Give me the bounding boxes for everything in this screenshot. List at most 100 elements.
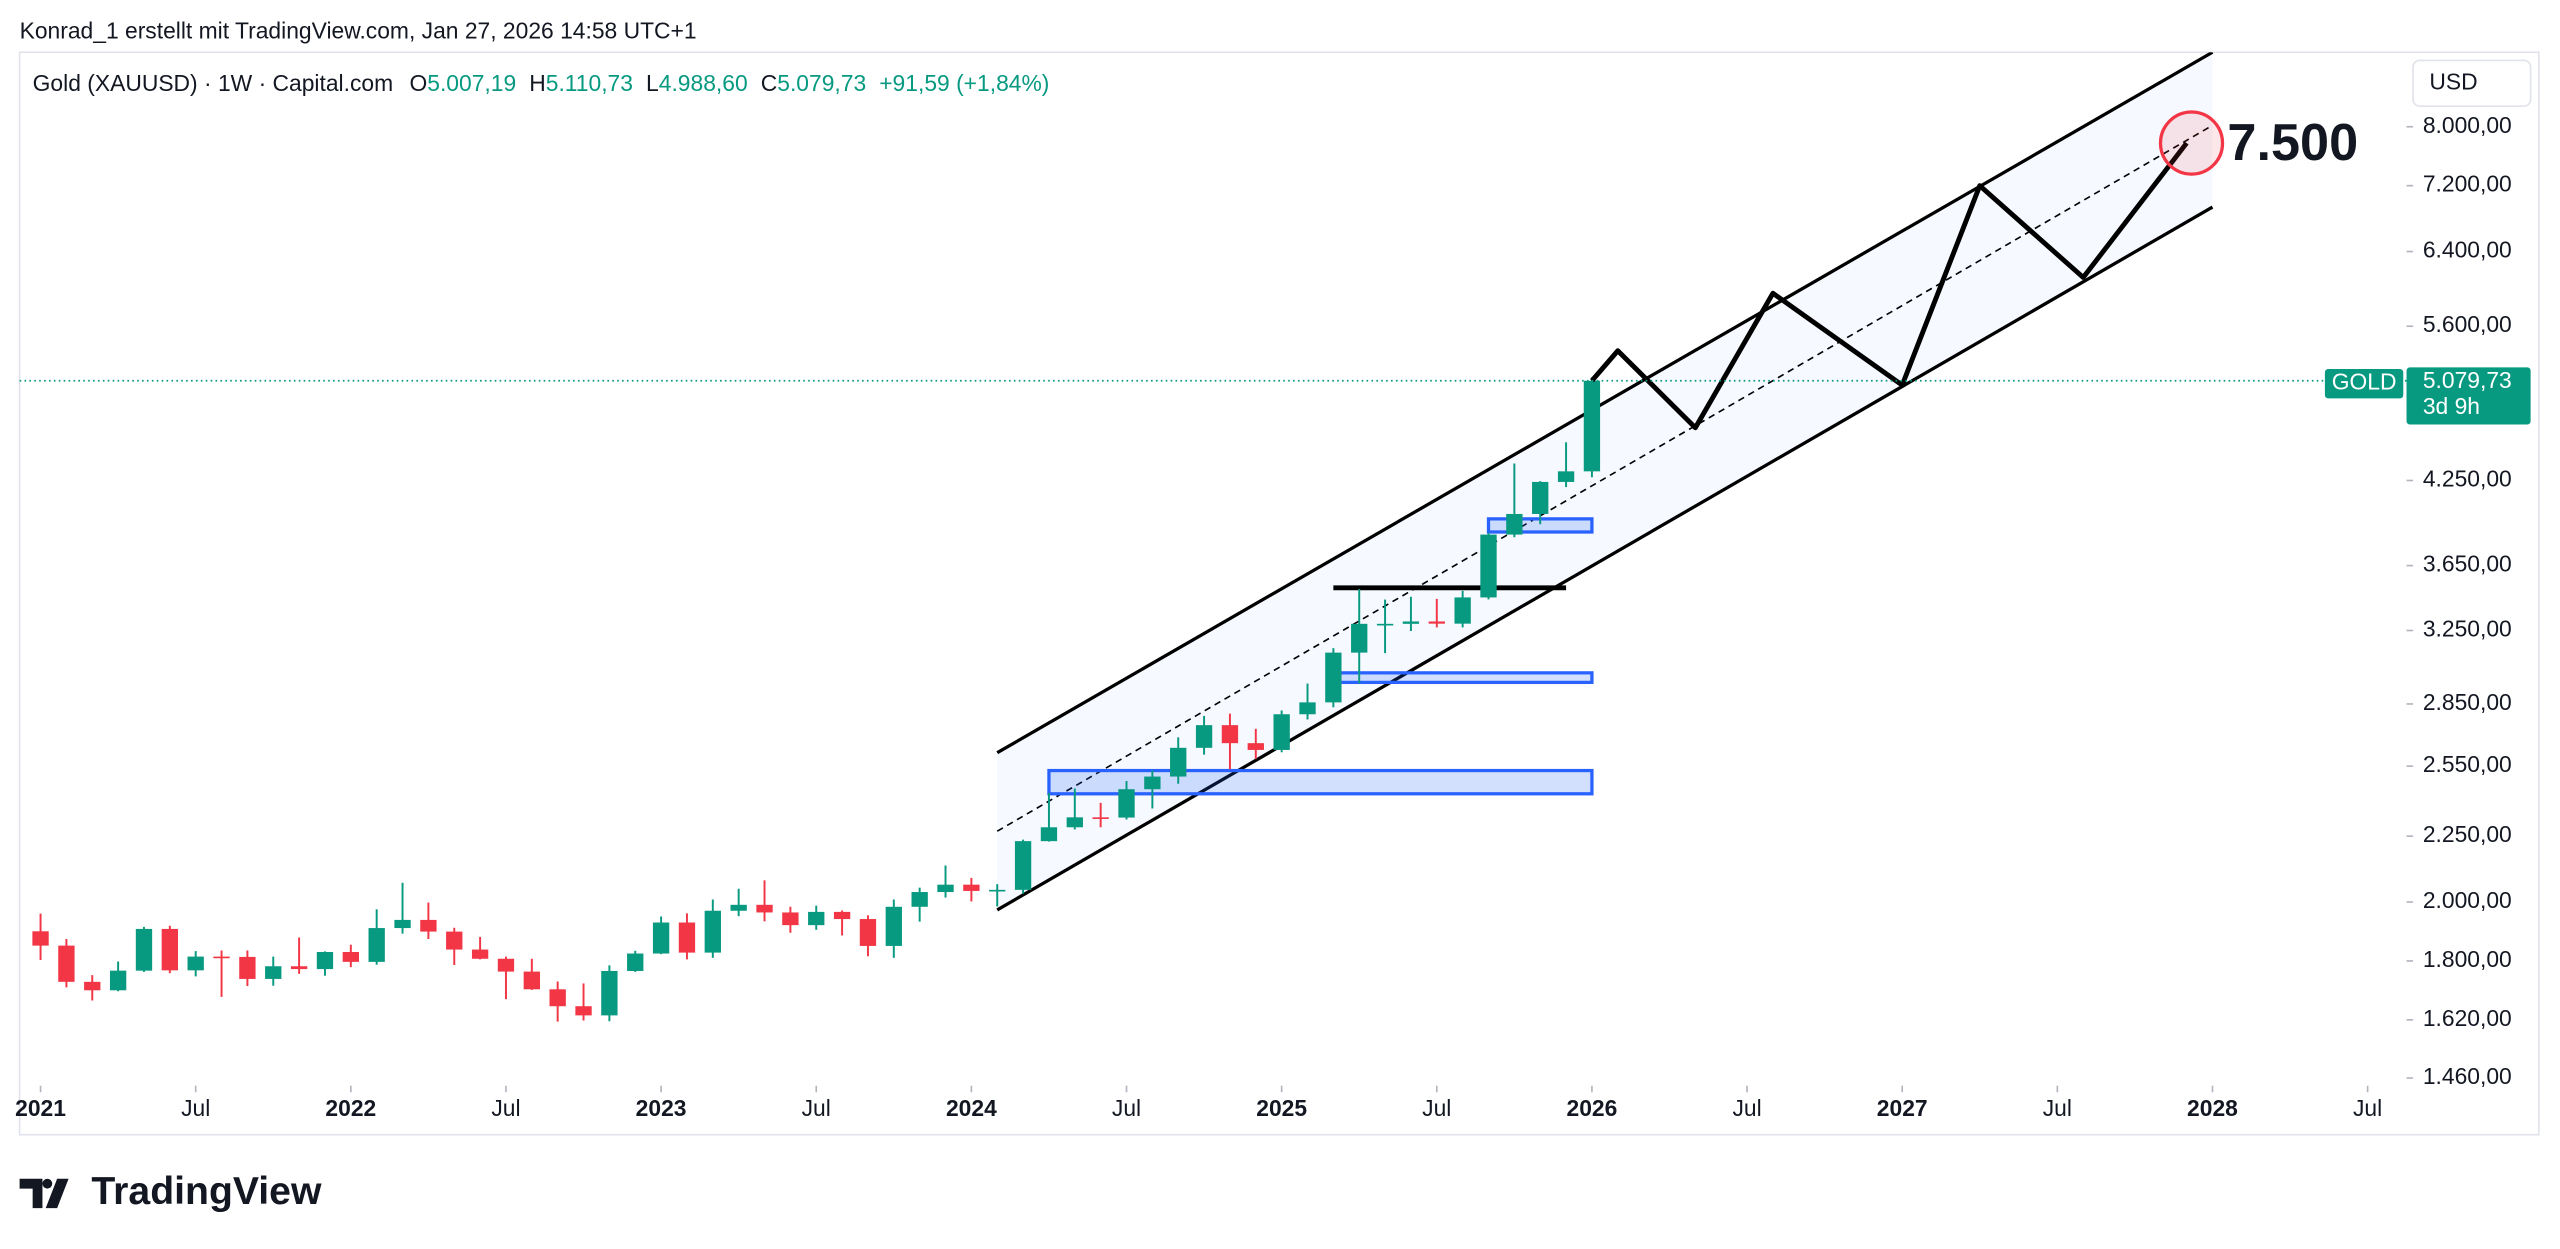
candle-body: [833, 911, 851, 920]
currency: USD: [2429, 68, 2477, 94]
candle-body: [678, 922, 696, 953]
target-circle: [2158, 110, 2225, 176]
x-tick-label: Jul: [802, 1095, 831, 1121]
candle-body: [1428, 621, 1445, 624]
y-tick-label: 2.000,00: [2423, 887, 2512, 913]
candle-body: [704, 910, 721, 953]
x-tick-label: Jul: [181, 1095, 210, 1121]
x-tick-label: Jul: [2353, 1095, 2382, 1121]
channel-fill: [997, 52, 2213, 910]
x-tick-label: Jul: [491, 1095, 520, 1121]
candle-body: [808, 911, 825, 926]
candle-body: [1454, 597, 1471, 624]
candle-body: [1351, 623, 1368, 653]
ohlc-key: H: [529, 70, 546, 96]
zone: [1331, 671, 1594, 685]
x-tick-label: 2028: [2187, 1095, 2238, 1121]
target-label: 7.500: [2227, 114, 2358, 172]
candle-body: [1480, 534, 1497, 598]
candle-body: [1583, 380, 1601, 472]
median-line: [996, 124, 2213, 832]
y-tick-label: 3.650,00: [2423, 551, 2512, 577]
candle-body: [1273, 714, 1290, 750]
ohlc-value: 5.007,19: [427, 70, 516, 96]
y-tick-label: 2.550,00: [2423, 751, 2512, 777]
ohlc-value: 5.110,73: [546, 70, 633, 96]
logo-dot: [42, 1178, 53, 1189]
symbol-title: Gold (XAUUSD) · 1W · Capital.com: [33, 70, 393, 96]
candle-body: [497, 958, 515, 972]
candle-body: [1144, 776, 1161, 790]
candle-body: [1402, 621, 1420, 624]
candle-body: [1014, 841, 1032, 890]
change: +91,59 (+1,84%): [879, 70, 1049, 96]
candle-body: [1299, 702, 1316, 715]
currency-button[interactable]: [2412, 59, 2532, 107]
candle-body: [420, 919, 437, 932]
candle-body: [782, 912, 799, 926]
x-tick-label: 2021: [15, 1095, 66, 1121]
candle-body: [1325, 652, 1342, 703]
x-tick-label: Jul: [1422, 1095, 1451, 1121]
candle-body: [58, 945, 75, 982]
ohlc-key: O: [409, 70, 427, 96]
plot-area: [32, 52, 2214, 1022]
y-tick-label: 5.600,00: [2423, 311, 2512, 337]
candle-body: [239, 956, 256, 979]
channel-line: [996, 52, 2214, 755]
candle-body: [446, 931, 463, 950]
candle-body: [1221, 725, 1239, 744]
candle-body: [756, 904, 773, 913]
candle-body: [963, 884, 980, 891]
candle-body: [316, 951, 334, 970]
candle-body: [859, 919, 877, 946]
candle-body: [1376, 623, 1394, 626]
candle-body: [989, 889, 1006, 892]
brand: TradingView: [91, 1170, 322, 1213]
ohlc-key: L: [646, 70, 659, 96]
candle-body: [84, 981, 101, 991]
candle-body: [937, 884, 954, 893]
candle-body: [342, 951, 359, 962]
x-tick-label: 2025: [1256, 1095, 1307, 1121]
price-tag-countdown: 3d 9h: [2423, 393, 2480, 419]
y-tick-label: 2.850,00: [2423, 689, 2512, 715]
candle-body: [575, 1006, 592, 1016]
candle-body: [652, 922, 670, 954]
candle-body: [885, 906, 902, 946]
x-tick-label: Jul: [2043, 1095, 2072, 1121]
candle-body: [911, 892, 928, 907]
x-tick-label: Jul: [1732, 1095, 1761, 1121]
y-tick-label: 1.620,00: [2423, 1005, 2512, 1031]
candle-body: [213, 956, 230, 959]
candle-body: [523, 971, 540, 990]
candle-body: [730, 904, 747, 911]
x-tick-label: 2023: [636, 1095, 687, 1121]
symbol-tag-text: GOLD: [2332, 369, 2397, 395]
candle-body: [1066, 817, 1083, 828]
candle-body: [1506, 513, 1523, 535]
y-tick-label: 3.250,00: [2423, 616, 2512, 642]
candle-body: [1170, 747, 1187, 777]
candle-body: [1532, 481, 1549, 514]
y-tick-label: 2.250,00: [2423, 821, 2512, 847]
y-tick-label: 7.200,00: [2423, 171, 2512, 197]
y-tick-label: 8.000,00: [2423, 112, 2512, 138]
ohlc-key: C: [761, 70, 778, 96]
logo-icon: [19, 1178, 69, 1209]
channel-line: [996, 205, 2214, 912]
candle-body: [187, 956, 204, 971]
candle-body: [290, 966, 308, 970]
y-tick-label: 1.800,00: [2423, 946, 2512, 972]
logo: TradingView: [19, 1170, 322, 1213]
x-tick-label: 2027: [1877, 1095, 1928, 1121]
candle-body: [161, 928, 178, 971]
chart-frame: [18, 51, 2540, 1136]
candle-body: [1557, 471, 1575, 482]
ohlc-value: 5.079,73: [777, 70, 866, 96]
candle-body: [265, 966, 282, 979]
candle-body: [1092, 817, 1109, 819]
candle-body: [471, 949, 489, 959]
legend: Gold (XAUUSD) · 1W · Capital.com O5.007,1…: [33, 70, 1050, 96]
x-tick-label: 2022: [325, 1095, 376, 1121]
